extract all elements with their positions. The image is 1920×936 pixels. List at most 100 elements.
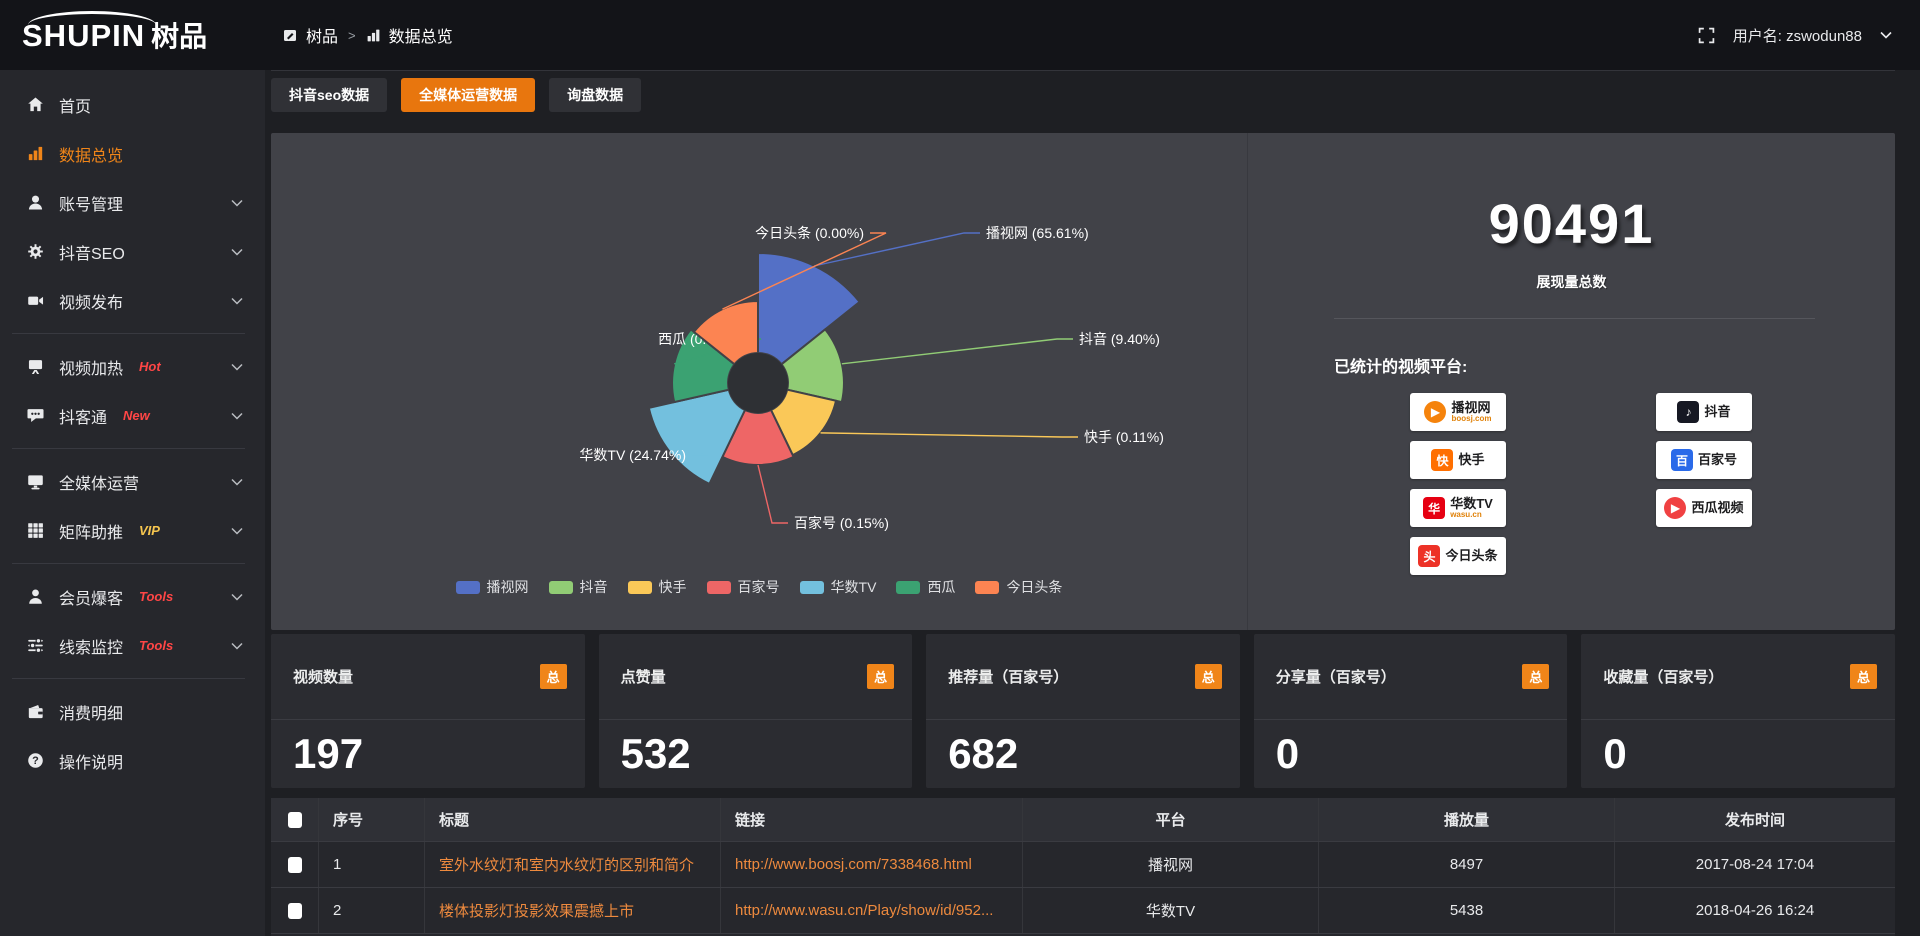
fullscreen-icon[interactable] (1698, 27, 1715, 44)
pie-center-hole (728, 353, 788, 413)
stat-card-title: 点赞量 (620, 669, 666, 686)
row-cell-time: 2018-04-26 16:24 (1695, 902, 1815, 919)
sidebar-item-10[interactable]: 线索监控 Tools (0, 621, 265, 670)
row-cell-link[interactable]: http://www.boosj.com/7338468.html (721, 842, 1023, 887)
sidebar-item-label: 消费明细 (59, 705, 124, 723)
legend-item-5[interactable]: 西瓜 (896, 577, 955, 597)
chevron-down-icon (231, 292, 243, 310)
chevron-down-icon (231, 637, 243, 655)
user-menu-chevron-icon[interactable] (1880, 31, 1892, 39)
stat-card-title: 分享量（百家号） (1275, 669, 1396, 686)
row-cell-time: 2017-08-24 17:04 (1695, 856, 1815, 873)
row-cell-index: 2 (319, 888, 425, 933)
legend-item-0[interactable]: 播视网 (455, 577, 529, 597)
bar-chart-icon (26, 145, 44, 163)
legend-label: 华数TV (830, 579, 877, 595)
legend-item-1[interactable]: 抖音 (548, 577, 608, 597)
stat-card-0: 视频数量 总 197 (271, 634, 585, 788)
row-cell-checkbox (271, 842, 319, 887)
pie-label-line-4 (670, 452, 709, 456)
heat-icon (26, 358, 44, 376)
app-logo: SHUPIN 树品 (0, 10, 265, 52)
row-cell-plays: 5438 (1319, 888, 1615, 933)
pie-slice-4[interactable] (647, 388, 747, 486)
legend-swatch (799, 580, 824, 594)
total-badge: 总 (1522, 664, 1550, 689)
chevron-down-icon (231, 243, 243, 261)
user-icon (26, 194, 44, 212)
platform-name: 华数TV (1450, 495, 1493, 511)
sidebar-item-label: 账号管理 (59, 196, 124, 214)
sidebar-item-3[interactable]: 抖音SEO (0, 227, 265, 276)
pie-label-line-2 (820, 432, 1078, 438)
platform-name: 播视网 (1451, 399, 1491, 415)
sidebar-item-7[interactable]: 全媒体运营 (0, 457, 265, 506)
header-cell-title: 标题 (425, 798, 721, 841)
monitor-icon (26, 473, 44, 491)
total-badge: 总 (1849, 664, 1877, 689)
chevron-down-icon (231, 358, 243, 376)
row-checkbox[interactable] (287, 902, 302, 919)
legend-label: 今日头条 (1006, 579, 1063, 595)
home-icon (26, 96, 44, 114)
sidebar-item-9[interactable]: 会员爆客 Tools (0, 572, 265, 621)
breadcrumb-current[interactable]: 数据总览 (388, 29, 453, 46)
stat-card-value: 197 (293, 730, 364, 777)
chevron-down-icon (231, 407, 243, 425)
sidebar-item-8[interactable]: 矩阵助推 VIP (0, 506, 265, 555)
stat-card-body: 682 (926, 720, 1240, 788)
overview-panel: 播视网 (65.61%) 抖音 (9.40%) 快手 (0.11%) 百家号 (0.1… (271, 133, 1895, 630)
impressions-total-value: 90491 (1488, 192, 1655, 255)
legend-swatch (706, 580, 731, 594)
sidebar-item-badge: VIP (139, 523, 160, 538)
sidebar-divider (12, 678, 245, 679)
header-cell-checkbox (271, 798, 319, 841)
row-cell-title[interactable]: 室外水纹灯和室内水纹灯的区别和简介 (425, 842, 721, 887)
sidebar-item-5[interactable]: 视频加热 Hot (0, 342, 265, 391)
pie-label-1: 抖音 (9.40%) (1079, 331, 1160, 347)
sidebar: 首页 数据总览账号管理抖音SEO 视频发布视频加热 Hot 抖客通 New 全媒体运营矩阵助… (0, 70, 265, 936)
wallet-icon (26, 703, 44, 721)
breadcrumb-root[interactable]: 树品 (306, 29, 339, 46)
impressions-total-label: 展现量总数 (1536, 274, 1607, 290)
stat-card-title: 推荐量（百家号） (948, 669, 1069, 686)
platform-name: 抖音 (1704, 404, 1731, 420)
sidebar-item-label: 抖音SEO (59, 245, 125, 263)
platform-logo-icon: ▶ (1664, 497, 1687, 519)
stat-card-value: 532 (620, 730, 691, 777)
platform-sub: wasu.cn (1450, 509, 1482, 519)
sidebar-item-12[interactable]: ? 操作说明 (0, 736, 265, 785)
legend-item-6[interactable]: 今日头条 (975, 577, 1062, 597)
stat-card-header: 推荐量（百家号） 总 (926, 634, 1240, 720)
stat-card-3: 分享量（百家号） 总 0 (1253, 634, 1568, 788)
tab-1[interactable]: 全媒体运营数据 (401, 78, 536, 112)
sidebar-item-label: 线索监控 (59, 639, 124, 657)
tab-0[interactable]: 抖音seo数据 (271, 78, 388, 112)
sidebar-item-label: 全媒体运营 (59, 475, 140, 493)
row-checkbox[interactable] (287, 856, 302, 873)
sidebar-item-badge: Tools (139, 589, 174, 604)
pie-label-0: 播视网 (65.61%) (986, 225, 1089, 241)
main-content: 抖音seo数据 全媒体运营数据 询盘数据 播视网 (65.61%) 抖音 (9.40%… (265, 70, 1920, 936)
username-label[interactable]: 用户名: zswodun88 (1732, 27, 1862, 45)
select-all-checkbox[interactable] (287, 811, 302, 828)
sidebar-item-11[interactable]: 消费明细 (0, 687, 265, 736)
platform-sub: boosj.com (1451, 413, 1492, 423)
legend-swatch (975, 580, 1000, 594)
legend-label: 百家号 (737, 579, 780, 595)
logo-cn-text: 树品 (151, 20, 208, 52)
legend-item-2[interactable]: 快手 (627, 577, 687, 597)
breadcrumb-root-icon (283, 28, 298, 43)
tab-2[interactable]: 询盘数据 (549, 78, 642, 112)
sidebar-item-0[interactable]: 首页 (0, 80, 265, 129)
legend-item-3[interactable]: 百家号 (706, 577, 780, 597)
row-cell-link[interactable]: http://www.wasu.cn/Play/show/id/952... (721, 888, 1023, 933)
legend-item-4[interactable]: 华数TV (799, 577, 877, 597)
sidebar-item-1[interactable]: 数据总览 (0, 129, 265, 178)
row-cell-title[interactable]: 楼体投影灯投影效果震撼上市 (425, 888, 721, 933)
sidebar-item-4[interactable]: 视频发布 (0, 276, 265, 325)
sidebar-divider (12, 333, 245, 334)
stat-card-body: 0 (1254, 720, 1568, 788)
sidebar-item-2[interactable]: 账号管理 (0, 178, 265, 227)
sidebar-item-6[interactable]: 抖客通 New (0, 391, 265, 440)
